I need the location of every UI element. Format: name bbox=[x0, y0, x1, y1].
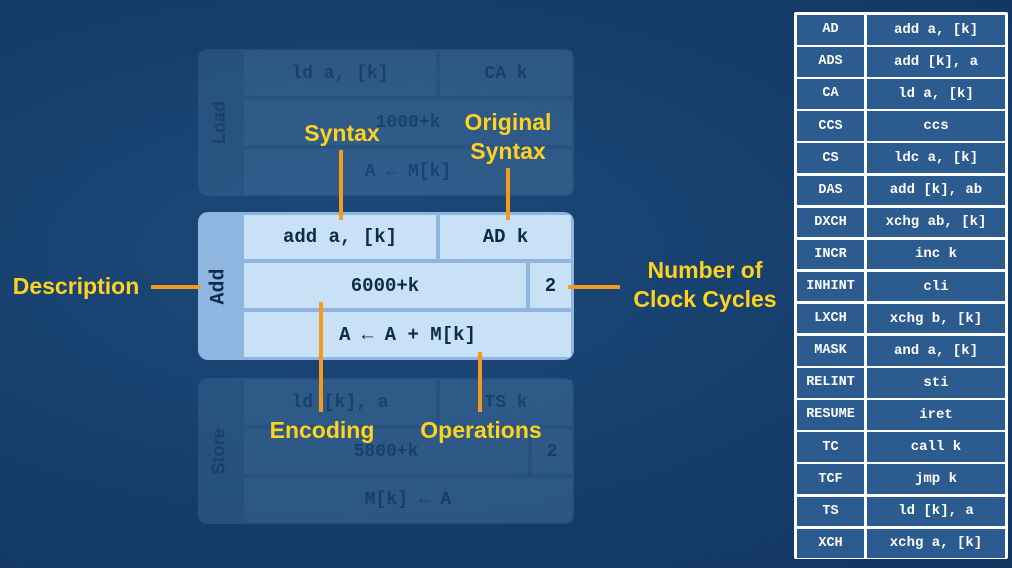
table-row: LXCH xchg b, [k] bbox=[797, 303, 1005, 334]
modern-syntax-cell: sti bbox=[867, 368, 1005, 398]
store-original-syntax: TS k bbox=[440, 380, 572, 425]
modern-syntax-cell: xchg ab, [k] bbox=[867, 207, 1005, 238]
load-original-syntax: CA k bbox=[440, 51, 572, 96]
add-syntax: add a, [k] bbox=[244, 215, 436, 259]
table-row: XCH xchg a, [k] bbox=[797, 528, 1005, 559]
original-mnemonic-cell: TC bbox=[797, 432, 864, 462]
original-mnemonic-cell: TS bbox=[797, 496, 864, 526]
table-row: CS ldc a, [k] bbox=[797, 143, 1005, 173]
syntax-pointer-line bbox=[339, 150, 343, 220]
store-syntax: ld [k], a bbox=[244, 380, 436, 425]
table-row: TC call k bbox=[797, 432, 1005, 462]
table-row: AD add a, [k] bbox=[797, 15, 1005, 45]
table-row: ADS add [k], a bbox=[797, 47, 1005, 77]
original-syntax-pointer-line bbox=[506, 168, 510, 220]
add-side-label: Add bbox=[207, 267, 231, 305]
table-row: DXCH xchg ab, [k] bbox=[797, 207, 1005, 238]
modern-syntax-cell: add [k], a bbox=[867, 47, 1005, 77]
table-row: TS ld [k], a bbox=[797, 496, 1005, 526]
table-row: TCF jmp k bbox=[797, 464, 1005, 494]
original-mnemonic-cell: DAS bbox=[797, 175, 864, 205]
original-mnemonic-cell: AD bbox=[797, 15, 864, 45]
modern-syntax-cell: and a, [k] bbox=[867, 336, 1005, 366]
modern-syntax-cell: iret bbox=[867, 400, 1005, 430]
load-instruction-card: Load ld a, [k] CA k 1000+k A ← M[k] bbox=[198, 49, 574, 196]
table-row: CA ld a, [k] bbox=[797, 79, 1005, 109]
load-side-label: Load bbox=[208, 101, 229, 144]
original-mnemonic-cell: CS bbox=[797, 143, 864, 173]
operations-label: Operations bbox=[420, 417, 542, 443]
modern-syntax-cell: xchg a, [k] bbox=[867, 528, 1005, 559]
add-encoding: 6000+k bbox=[244, 263, 526, 308]
syntax-label: Syntax bbox=[304, 120, 380, 146]
original-mnemonic-cell: DXCH bbox=[797, 207, 864, 238]
original-mnemonic-cell: XCH bbox=[797, 528, 864, 559]
original-mnemonic-cell: TCF bbox=[797, 464, 864, 494]
load-encoding: 1000+k bbox=[244, 100, 572, 145]
original-mnemonic-cell: RELINT bbox=[797, 368, 864, 398]
original-mnemonic-cell: ADS bbox=[797, 47, 864, 77]
modern-syntax-cell: ccs bbox=[867, 111, 1005, 141]
store-encoding: 5800+k bbox=[244, 429, 528, 474]
encoding-pointer-line bbox=[319, 302, 323, 412]
modern-syntax-cell: ld a, [k] bbox=[867, 79, 1005, 109]
add-instruction-card: Add add a, [k] AD k 6000+k 2 A ← A + M[k… bbox=[198, 212, 574, 360]
store-instruction-card: Store ld [k], a TS k 5800+k 2 M[k] ← A bbox=[198, 378, 574, 524]
add-cycles: 2 bbox=[530, 263, 571, 308]
instruction-mapping-table: AD add a, [k] ADS add [k], a CA ld a, [k] CCS c… bbox=[794, 12, 1008, 559]
modern-syntax-cell: ld [k], a bbox=[867, 496, 1005, 526]
encoding-label: Encoding bbox=[269, 417, 375, 443]
table-row: CCS ccs bbox=[797, 111, 1005, 141]
modern-syntax-cell: ldc a, [k] bbox=[867, 143, 1005, 173]
operations-pointer-line bbox=[478, 352, 482, 412]
modern-syntax-cell: inc k bbox=[867, 239, 1005, 270]
modern-syntax-cell: add [k], ab bbox=[867, 175, 1005, 205]
table-row: RELINT sti bbox=[797, 368, 1005, 398]
modern-syntax-cell: call k bbox=[867, 432, 1005, 462]
original-mnemonic-cell: CCS bbox=[797, 111, 864, 141]
table-row: INCR inc k bbox=[797, 239, 1005, 270]
table-row: MASK and a, [k] bbox=[797, 336, 1005, 366]
original-syntax-label: Original Syntax bbox=[464, 109, 552, 164]
modern-syntax-cell: add a, [k] bbox=[867, 15, 1005, 45]
load-syntax: ld a, [k] bbox=[244, 51, 436, 96]
modern-syntax-cell: jmp k bbox=[867, 464, 1005, 494]
clock-cycles-pointer-line bbox=[568, 285, 620, 289]
store-operation: M[k] ← A bbox=[244, 478, 572, 522]
description-pointer-line bbox=[151, 285, 201, 289]
table-row: DAS add [k], ab bbox=[797, 175, 1005, 205]
original-mnemonic-cell: RESUME bbox=[797, 400, 864, 430]
original-mnemonic-cell: LXCH bbox=[797, 303, 864, 334]
original-mnemonic-cell: MASK bbox=[797, 336, 864, 366]
add-original-syntax: AD k bbox=[440, 215, 571, 259]
original-mnemonic-cell: INCR bbox=[797, 239, 864, 270]
store-side-label: Store bbox=[208, 427, 229, 475]
table-row: INHINT cli bbox=[797, 271, 1005, 302]
load-operation: A ← M[k] bbox=[244, 149, 572, 194]
original-mnemonic-cell: INHINT bbox=[797, 271, 864, 302]
store-cycles: 2 bbox=[532, 429, 572, 474]
table-row: RESUME iret bbox=[797, 400, 1005, 430]
clock-cycles-label: Number of Clock Cycles bbox=[633, 257, 777, 312]
description-label: Description bbox=[12, 273, 140, 299]
modern-syntax-cell: xchg b, [k] bbox=[867, 303, 1005, 334]
original-mnemonic-cell: CA bbox=[797, 79, 864, 109]
add-operation: A ← A + M[k] bbox=[244, 312, 571, 357]
modern-syntax-cell: cli bbox=[867, 271, 1005, 302]
